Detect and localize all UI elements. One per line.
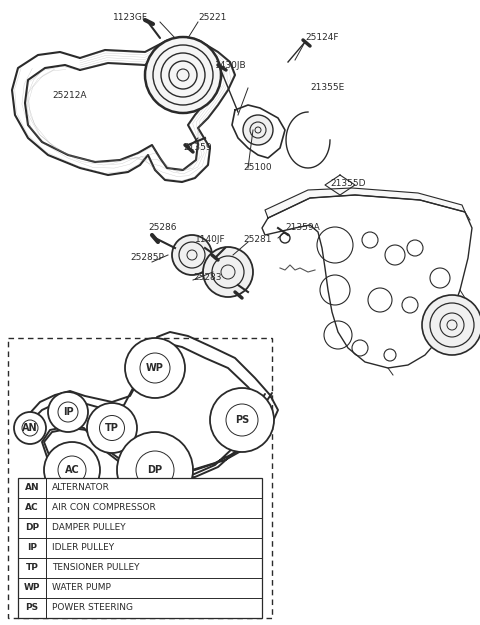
Circle shape xyxy=(125,338,185,398)
Circle shape xyxy=(48,392,88,432)
Text: POWER STEERING: POWER STEERING xyxy=(52,604,133,612)
Circle shape xyxy=(243,115,273,145)
Text: 21359: 21359 xyxy=(183,144,212,152)
Text: IDLER PULLEY: IDLER PULLEY xyxy=(52,544,114,552)
Text: DP: DP xyxy=(147,465,163,475)
Circle shape xyxy=(210,388,274,452)
Text: TP: TP xyxy=(25,564,38,572)
Text: 1430JB: 1430JB xyxy=(215,61,247,69)
Text: 21355E: 21355E xyxy=(310,84,344,92)
Text: WATER PUMP: WATER PUMP xyxy=(52,584,111,592)
Text: DP: DP xyxy=(25,524,39,532)
Text: 1123GF: 1123GF xyxy=(113,14,148,22)
Circle shape xyxy=(172,235,212,275)
Text: 25212A: 25212A xyxy=(52,91,86,99)
Text: 25285P: 25285P xyxy=(130,254,164,262)
Bar xyxy=(8,338,272,618)
Text: WP: WP xyxy=(24,584,40,592)
Text: AIR CON COMPRESSOR: AIR CON COMPRESSOR xyxy=(52,504,156,512)
Polygon shape xyxy=(265,188,465,218)
Text: 25124F: 25124F xyxy=(305,34,338,42)
Text: ALTERNATOR: ALTERNATOR xyxy=(52,484,110,492)
Circle shape xyxy=(44,442,100,498)
Text: AC: AC xyxy=(25,504,39,512)
Circle shape xyxy=(145,37,221,113)
Text: WP: WP xyxy=(146,363,164,373)
Text: IP: IP xyxy=(27,544,37,552)
Circle shape xyxy=(87,403,137,453)
Text: TENSIONER PULLEY: TENSIONER PULLEY xyxy=(52,564,140,572)
Text: 25283: 25283 xyxy=(193,274,221,282)
Text: PS: PS xyxy=(25,604,38,612)
Text: 25281: 25281 xyxy=(243,236,272,244)
Bar xyxy=(18,478,262,618)
Text: 25286: 25286 xyxy=(148,224,177,232)
Circle shape xyxy=(203,247,253,297)
Text: AN: AN xyxy=(24,484,39,492)
Text: 21355D: 21355D xyxy=(330,179,365,187)
Text: IP: IP xyxy=(63,407,73,417)
Text: PS: PS xyxy=(235,415,249,425)
Text: TP: TP xyxy=(105,423,119,433)
Circle shape xyxy=(422,295,480,355)
Text: DAMPER PULLEY: DAMPER PULLEY xyxy=(52,524,126,532)
Text: 1140JF: 1140JF xyxy=(195,236,226,244)
Text: 21359A: 21359A xyxy=(285,224,320,232)
Circle shape xyxy=(14,412,46,444)
Text: 25221: 25221 xyxy=(198,14,227,22)
Text: AC: AC xyxy=(65,465,79,475)
Text: 25100: 25100 xyxy=(243,164,272,172)
Text: AN: AN xyxy=(22,423,38,433)
Circle shape xyxy=(117,432,193,508)
